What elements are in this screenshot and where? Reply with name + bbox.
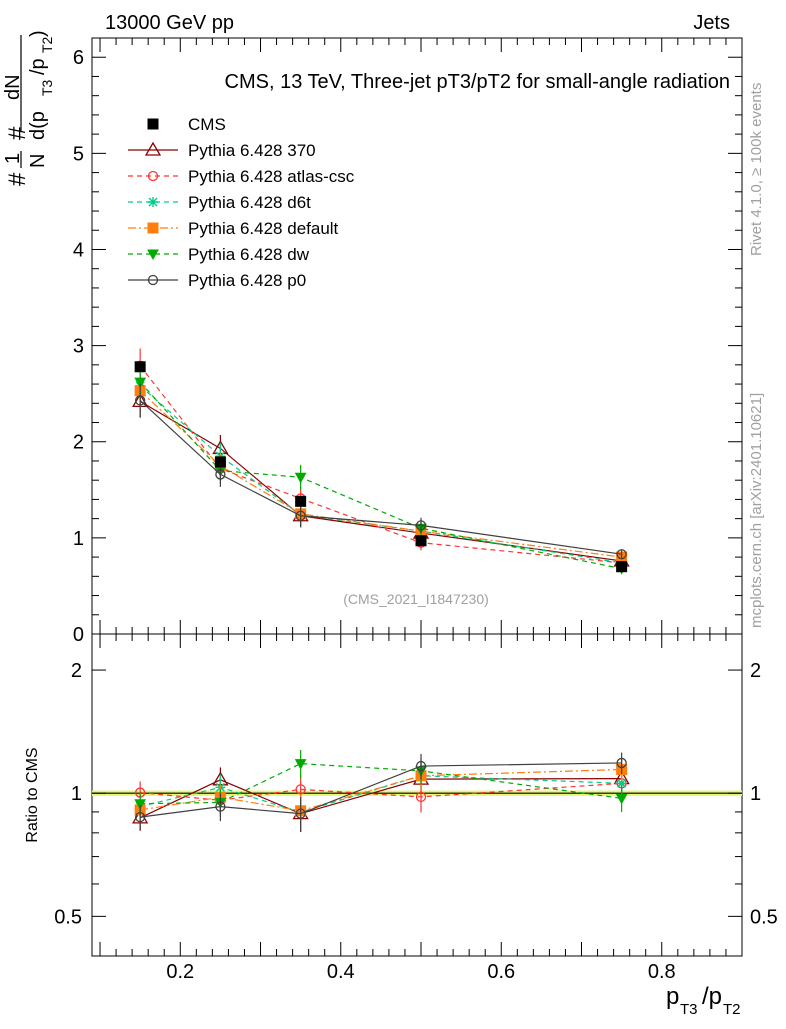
y-tick-label: 5 xyxy=(73,143,84,165)
ratio-data-point xyxy=(134,811,146,823)
ratio-series-pythia-6-428-p0 xyxy=(134,752,627,832)
header-right: Jets xyxy=(693,12,730,34)
ratio-y-tick-label-right: 2 xyxy=(750,660,761,682)
ratio-data-point xyxy=(415,760,427,772)
ylabel-sub-t3: T3 xyxy=(39,79,55,96)
data-point xyxy=(295,510,306,521)
legend-marker xyxy=(147,118,159,130)
xlabel-sub-t2: T2 xyxy=(723,1001,741,1018)
legend-entry-pythia-6-428-d6t: Pythia 6.428 d6t xyxy=(128,193,311,212)
legend-marker xyxy=(148,197,158,207)
chart-title: CMS, 13 TeV, Three-jet pT3/pT2 for small… xyxy=(225,71,730,93)
ylabel-hash-2: # xyxy=(4,126,31,140)
x-tick-label: 0.2 xyxy=(166,961,194,983)
ratio-y-tick-label: 0.5 xyxy=(54,906,82,928)
legend-entry-pythia-6-428-370: Pythia 6.428 370 xyxy=(128,141,316,160)
legend-entry-pythia-6-428-dw: Pythia 6.428 dw xyxy=(128,245,310,264)
ratio-data-point xyxy=(415,791,427,803)
ratio-y-tick-label: 1 xyxy=(71,783,82,805)
ratio-data-point xyxy=(616,778,627,789)
header-left: 13000 GeV pp xyxy=(105,12,234,34)
ratio-axis-ticks: 0.5 0.5 1 1 2 2 xyxy=(54,660,778,957)
data-point xyxy=(214,456,226,468)
y-tick-label: 6 xyxy=(73,47,84,69)
ratio-y-tick-label-right: 0.5 xyxy=(750,906,778,928)
legend: CMS Pythia 6.428 370 Pythia 6.428 atlas-cs… xyxy=(128,115,355,290)
mcplots-note: mcplots.cern.ch [arXiv:2401.10621] xyxy=(748,393,765,628)
legend-label: Pythia 6.428 default xyxy=(188,219,339,238)
data-point xyxy=(134,377,146,389)
ylabel-hash-1: # xyxy=(4,172,31,186)
legend-marker xyxy=(144,141,162,156)
xlabel-slash-p2: /p xyxy=(702,983,722,1010)
series-pythia-6-428-p0 xyxy=(134,384,627,560)
legend-marker xyxy=(147,274,159,286)
xlabel-p1: p xyxy=(666,983,679,1010)
data-point xyxy=(616,561,628,573)
legend-entry-pythia-6-428-p0: Pythia 6.428 p0 xyxy=(128,271,306,290)
ylabel-den-d: d(p xyxy=(27,111,49,140)
legend-label: Pythia 6.428 atlas-csc xyxy=(188,167,355,186)
rivet-version-note: Rivet 4.1.0, ≥ 100k events xyxy=(748,83,765,256)
y-axis-label: # 1 N # dN d(p T3 /p T2 ) xyxy=(2,30,55,186)
ratio-y-tick-label: 2 xyxy=(71,660,82,682)
ylabel-den-close: ) xyxy=(27,30,49,37)
legend-marker xyxy=(147,222,159,234)
legend-marker xyxy=(147,249,159,261)
ratio-y-tick-label-right: 1 xyxy=(750,783,761,805)
ylabel-frac-den-1: N xyxy=(27,154,49,168)
legend-entry-pythia-6-428-default: Pythia 6.428 default xyxy=(128,219,339,238)
ylabel-frac-num-1: 1 xyxy=(2,153,24,164)
legend-label: Pythia 6.428 370 xyxy=(188,141,316,160)
ratio-data-point xyxy=(295,808,306,819)
legend-entry-pythia-6-428-atlas-csc: Pythia 6.428 atlas-csc xyxy=(128,167,355,186)
ylabel-den-slash: /p xyxy=(27,58,49,75)
main-series-layer xyxy=(132,348,630,575)
data-point xyxy=(415,520,427,531)
ylabel-sub-t2: T2 xyxy=(39,36,55,53)
y-tick-label: 4 xyxy=(73,239,84,261)
series-cms xyxy=(134,361,628,573)
legend-marker xyxy=(147,170,159,182)
legend-label: CMS xyxy=(188,115,226,134)
y-tick-label: 3 xyxy=(73,336,84,358)
legend-entry-cms: CMS xyxy=(147,115,226,134)
legend-label: Pythia 6.428 dw xyxy=(188,245,310,264)
ratio-data-point xyxy=(295,784,306,795)
data-point xyxy=(134,361,146,373)
ratio-data-point xyxy=(294,759,307,770)
xlabel-sub-t3: T3 xyxy=(680,1001,698,1018)
ylabel-frac-num-2: dN xyxy=(2,74,24,100)
x-tick-label: 0.8 xyxy=(648,961,676,983)
x-tick-label: 0.6 xyxy=(487,961,515,983)
data-point xyxy=(134,395,146,406)
data-point xyxy=(295,495,307,507)
y-tick-label: 0 xyxy=(73,624,84,646)
legend-label: Pythia 6.428 p0 xyxy=(188,271,306,290)
data-point xyxy=(415,535,427,547)
y-tick-label: 1 xyxy=(73,528,84,550)
main-axis-ticks: 0 1 2 3 4 5 6 0.2 0.4 0.6 0.8 xyxy=(73,38,743,983)
ratio-series-layer xyxy=(132,749,630,832)
ratio-y-axis-label: Ratio to CMS xyxy=(24,747,41,842)
data-point xyxy=(616,549,627,560)
data-point xyxy=(215,469,226,480)
x-tick-label: 0.4 xyxy=(327,961,355,983)
ratio-data-point xyxy=(215,801,226,812)
ratio-data-point xyxy=(616,757,627,769)
ratio-data-point xyxy=(615,793,628,805)
y-tick-label: 2 xyxy=(73,432,84,454)
x-axis-label: p T3 /p T2 xyxy=(666,983,741,1018)
analysis-watermark: (CMS_2021_I1847230) xyxy=(343,591,489,607)
data-point xyxy=(294,472,307,484)
ratio-data-point xyxy=(134,799,146,810)
legend-label: Pythia 6.428 d6t xyxy=(188,193,311,212)
